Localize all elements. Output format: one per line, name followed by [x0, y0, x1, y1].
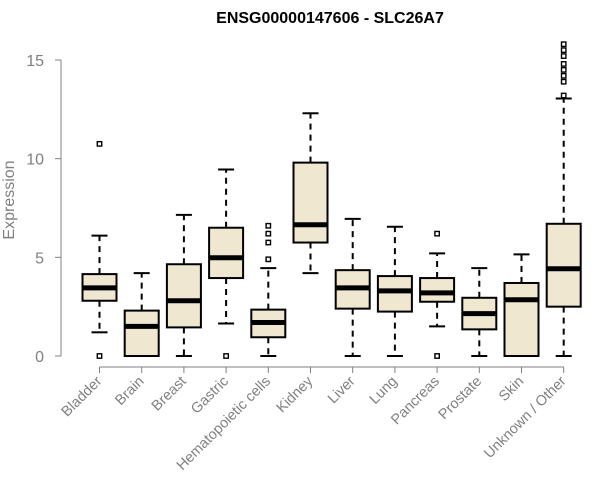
x-tick-label: Breast	[149, 374, 190, 415]
box-11	[545, 41, 582, 357]
outlier-point	[265, 256, 272, 263]
box-10	[503, 253, 540, 357]
outlier-point	[96, 140, 103, 147]
outlier-point	[560, 78, 567, 85]
x-tick-label: Brain	[112, 374, 147, 409]
box-2	[165, 213, 202, 357]
iqr-box	[545, 222, 582, 308]
x-tick-label: Liver	[325, 373, 359, 407]
outlier-point	[223, 353, 229, 359]
x-tick-label: Prostate	[436, 374, 485, 423]
box-8	[419, 230, 456, 359]
outlier-point	[560, 66, 567, 73]
y-tick-label: 15	[26, 53, 44, 70]
box-4	[250, 222, 287, 357]
outlier-point	[434, 353, 440, 359]
y-tick-label: 10	[26, 152, 44, 169]
iqr-box	[376, 275, 413, 313]
box-3	[208, 168, 245, 359]
outlier-point	[560, 92, 567, 99]
iqr-box	[165, 263, 202, 329]
iqr-box	[503, 281, 540, 357]
x-tick-label: Skin	[496, 374, 527, 405]
outlier-point	[560, 53, 567, 59]
x-tick-label: Bladder	[59, 373, 106, 420]
y-tick-label: 5	[35, 250, 44, 267]
outlier-point	[560, 72, 567, 79]
outlier-point	[96, 353, 103, 359]
iqr-box	[123, 309, 160, 358]
box-7	[376, 225, 413, 357]
box-5	[292, 112, 329, 275]
x-tick-label: Lung	[367, 374, 401, 408]
outlier-point	[560, 47, 567, 54]
outlier-point	[560, 61, 567, 67]
box-1	[123, 272, 160, 358]
box-9	[461, 267, 498, 357]
box-6	[334, 217, 371, 357]
outlier-point	[265, 222, 272, 229]
boxes-group	[81, 41, 582, 359]
outlier-point	[560, 41, 567, 48]
outlier-point	[265, 230, 272, 237]
outlier-point	[434, 230, 440, 237]
iqr-box	[419, 277, 456, 303]
x-tick-label: Kidney	[274, 373, 317, 416]
iqr-box	[208, 226, 245, 280]
outlier-point	[265, 239, 272, 246]
box-0	[81, 140, 118, 359]
chart-title: ENSG00000147606 - SLC26A7	[216, 10, 444, 27]
y-ticks: 0 5 10 15	[26, 53, 61, 366]
y-tick-label: 0	[35, 349, 44, 366]
y-axis-label: Expression	[1, 160, 18, 239]
iqr-box	[292, 161, 329, 244]
